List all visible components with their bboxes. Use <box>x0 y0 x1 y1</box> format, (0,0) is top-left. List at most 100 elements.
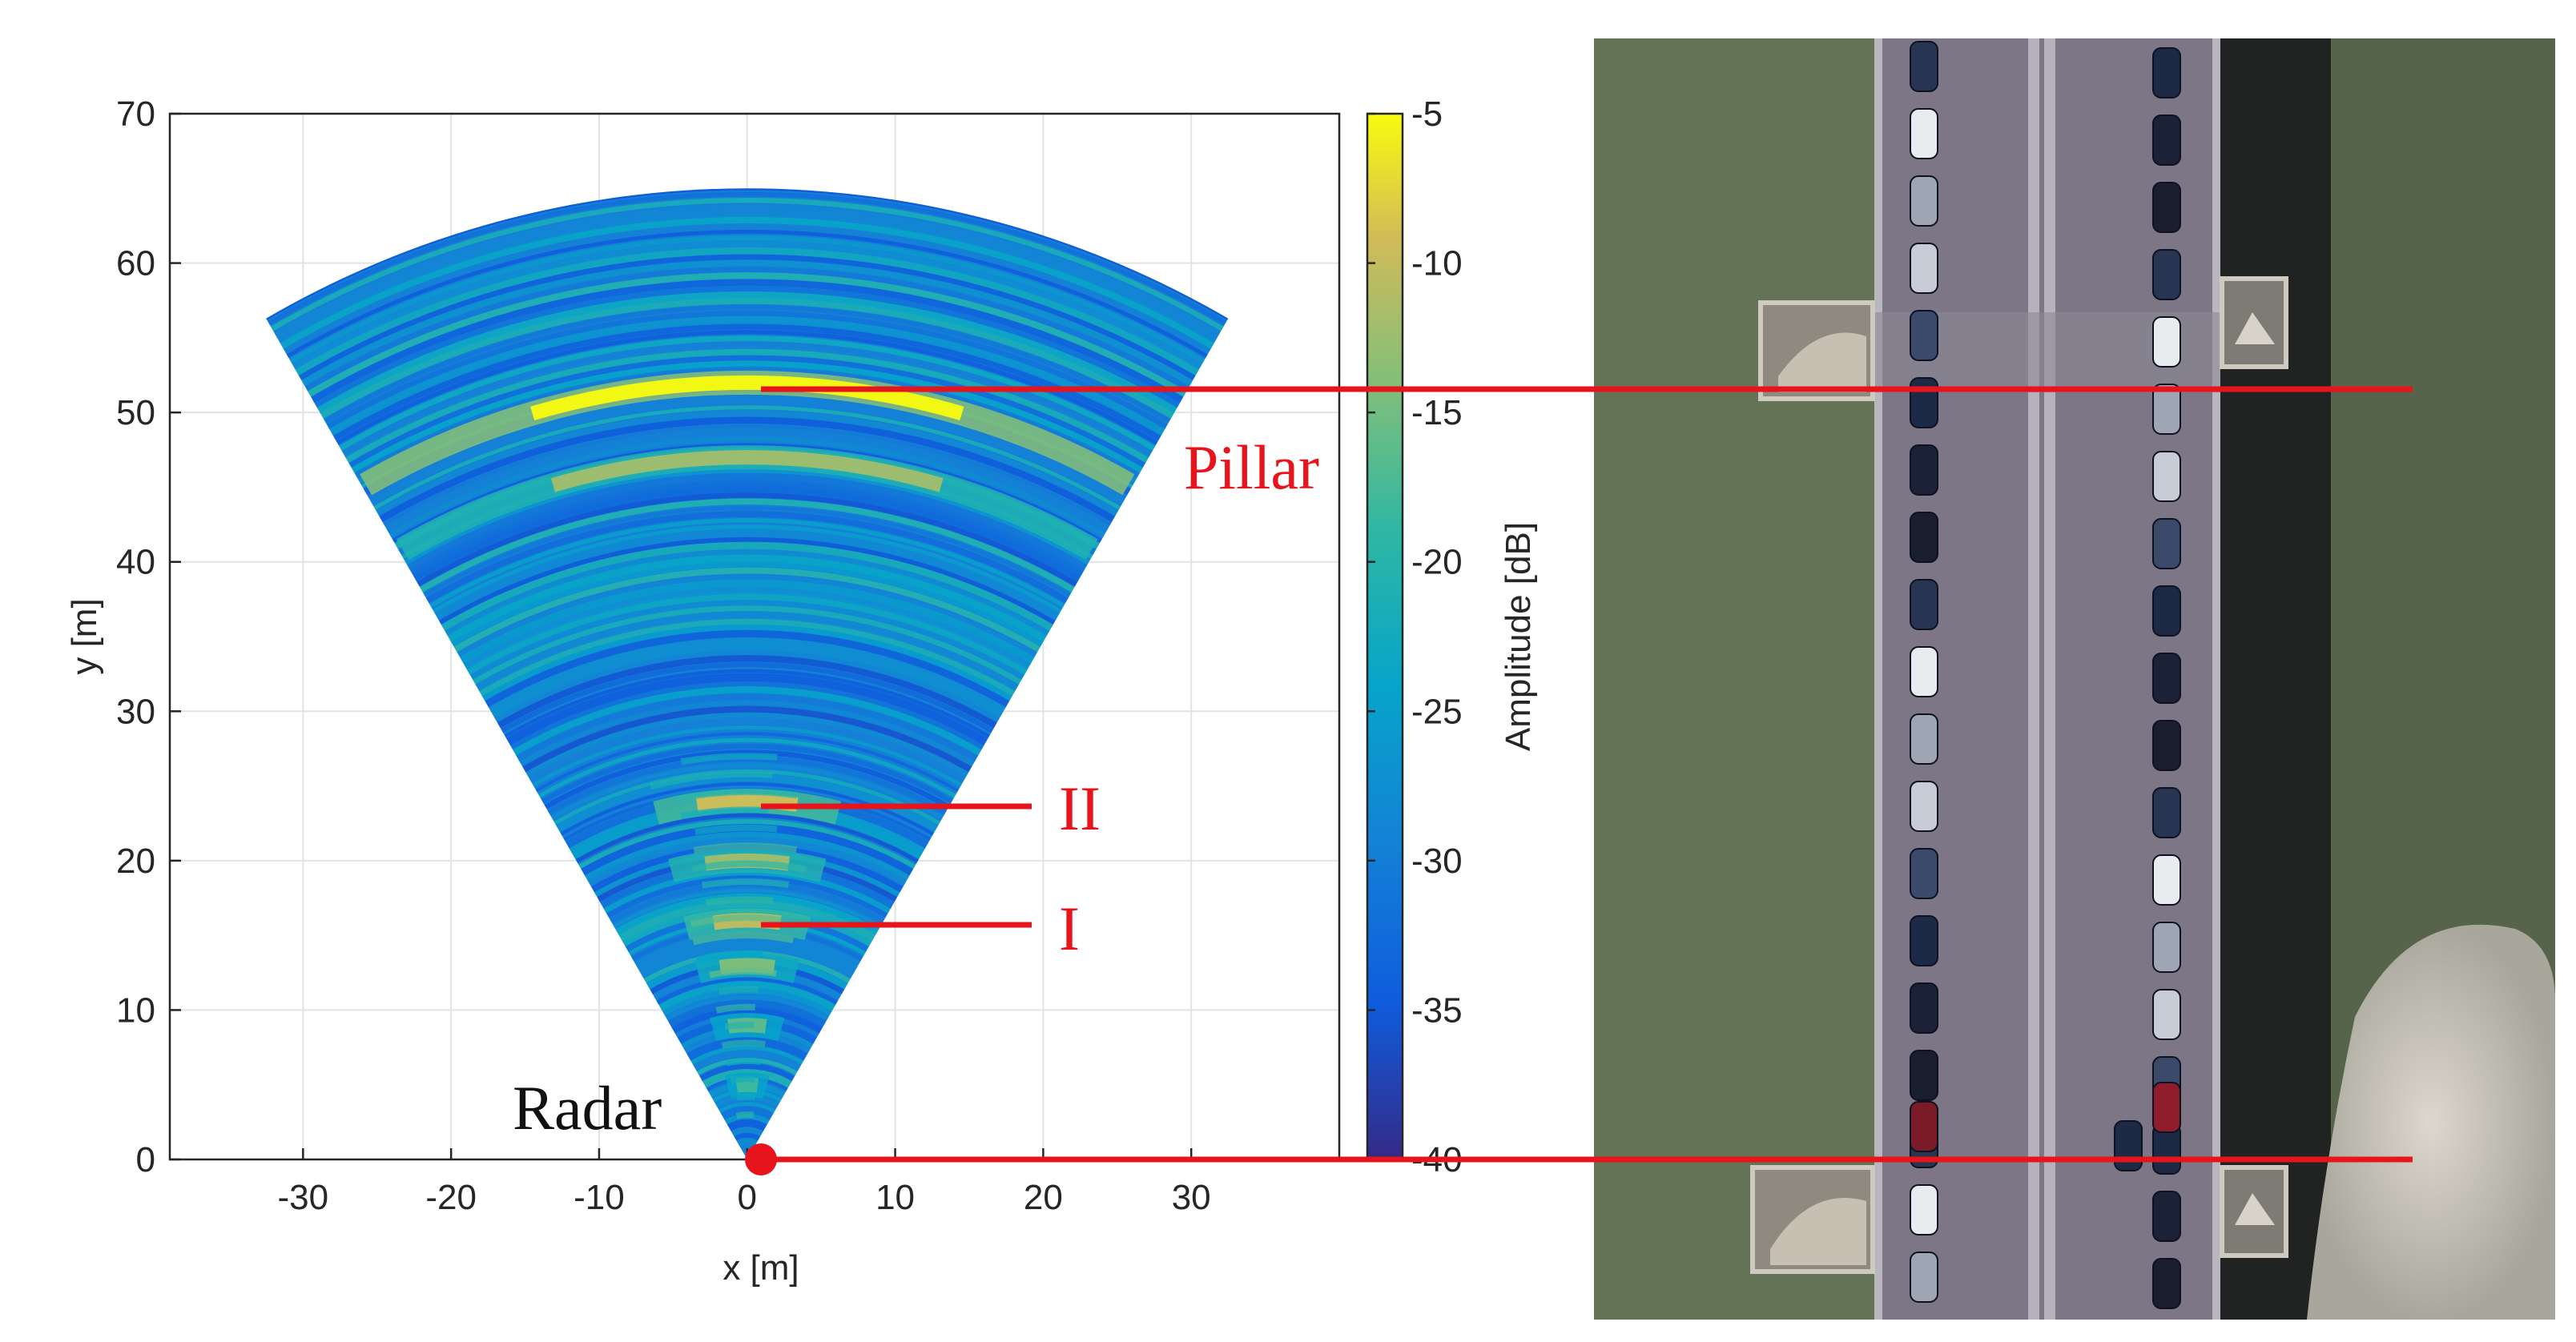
y-tick-label: 20 <box>116 842 155 881</box>
radar-sector-heatmap <box>266 188 1229 1159</box>
range-ring <box>339 336 1156 451</box>
range-ring <box>404 467 1090 565</box>
car <box>2152 384 2181 435</box>
y-axis-ticks: 0 10 20 30 40 50 60 70 <box>116 94 181 1179</box>
pier-top-right <box>2220 276 2288 369</box>
pier-top-left <box>1758 300 1875 401</box>
y-tick-label: 70 <box>116 94 155 134</box>
range-ring <box>308 272 1187 397</box>
y-tick-label: 30 <box>116 692 155 731</box>
range-ring <box>550 763 944 820</box>
range-ring <box>462 585 1032 670</box>
range-ring <box>313 284 1181 408</box>
car <box>2152 182 2181 233</box>
range-ring <box>544 749 951 810</box>
range-ring <box>730 1075 756 1084</box>
range-ring <box>301 259 1193 386</box>
range-ring <box>376 410 1119 516</box>
range-ring <box>718 986 759 995</box>
range-ring <box>575 813 919 863</box>
range-ring <box>680 806 769 820</box>
car <box>1910 243 1938 294</box>
range-ring <box>724 1022 755 1031</box>
car <box>2152 1082 2181 1133</box>
range-ring <box>693 1051 802 1071</box>
range-ring <box>521 705 972 773</box>
car <box>2114 1120 2143 1171</box>
range-ring <box>490 641 1004 718</box>
range-ring <box>497 655 997 729</box>
range-ring <box>709 967 777 978</box>
range-ring <box>270 198 1224 331</box>
car <box>1910 1050 1938 1101</box>
range-ring <box>324 304 1171 424</box>
range-ring <box>450 561 1044 647</box>
range-ring <box>720 1106 774 1120</box>
car <box>2152 787 2181 838</box>
range-ring <box>268 191 1227 326</box>
range-ring <box>453 567 1041 653</box>
range-ring <box>618 898 876 942</box>
x-tick-label: -10 <box>574 1178 625 1217</box>
range-ring <box>433 524 1062 613</box>
range-ring <box>488 637 1007 712</box>
range-ring <box>736 1138 758 1147</box>
range-ring <box>691 860 807 873</box>
range-ring <box>478 617 1016 697</box>
range-ring <box>535 732 960 793</box>
colorbar-tick-label: -10 <box>1411 244 1463 283</box>
range-ring <box>457 575 1037 657</box>
range-ring <box>310 278 1184 403</box>
y-tick-label: 10 <box>116 990 155 1030</box>
colorbar-tick-label: -20 <box>1411 543 1463 582</box>
range-ring <box>690 1045 804 1065</box>
car <box>1910 108 1938 159</box>
x-tick-label: -20 <box>425 1178 477 1217</box>
y-tick-label: 40 <box>116 543 155 582</box>
range-ring <box>484 629 1010 708</box>
car <box>2152 451 2181 502</box>
colorbar-tick-label: -15 <box>1411 393 1463 432</box>
car <box>1910 1184 1938 1236</box>
pillar-label: Pillar <box>1184 432 1319 502</box>
car <box>1910 512 1938 563</box>
range-ring <box>656 976 839 1005</box>
range-ring <box>370 399 1125 505</box>
range-ring <box>586 836 908 887</box>
car <box>1910 982 1938 1034</box>
range-ring <box>726 1057 762 1067</box>
range-ring <box>344 346 1150 464</box>
range-ring <box>530 375 964 420</box>
range-ring <box>292 241 1202 370</box>
range-ring <box>702 878 790 889</box>
annotations: Pillar II I Radar <box>513 386 2413 1175</box>
parked-cars <box>1910 41 2181 1309</box>
car <box>1910 1252 1938 1303</box>
x-tick-label: 30 <box>1172 1178 1211 1217</box>
range-ring <box>279 215 1215 349</box>
range-ring <box>696 950 764 963</box>
car <box>2152 653 2181 704</box>
range-ring <box>693 842 798 854</box>
radar-point <box>745 1143 777 1175</box>
range-ring <box>409 479 1085 577</box>
range-ring <box>367 393 1127 499</box>
car <box>2152 922 2181 973</box>
range-ring <box>469 598 1025 680</box>
marker-i-label: I <box>1059 894 1080 963</box>
range-ring <box>518 698 976 767</box>
colorbar-tick-label: -5 <box>1411 94 1443 134</box>
colorbar-ticks: -5-10-15-20-25-30-35-40 <box>1367 94 1463 1179</box>
range-ring <box>501 662 994 733</box>
range-ring <box>494 649 1000 723</box>
car <box>1910 915 1938 966</box>
range-ring <box>736 1093 755 1101</box>
bridge-aerial-photo <box>1594 38 2555 1320</box>
range-ring <box>295 247 1200 376</box>
x-tick-label: 20 <box>1024 1178 1063 1217</box>
range-ring <box>434 528 1061 621</box>
car <box>2152 585 2181 637</box>
range-ring <box>690 914 782 927</box>
y-axis-label: y [m] <box>65 598 104 674</box>
